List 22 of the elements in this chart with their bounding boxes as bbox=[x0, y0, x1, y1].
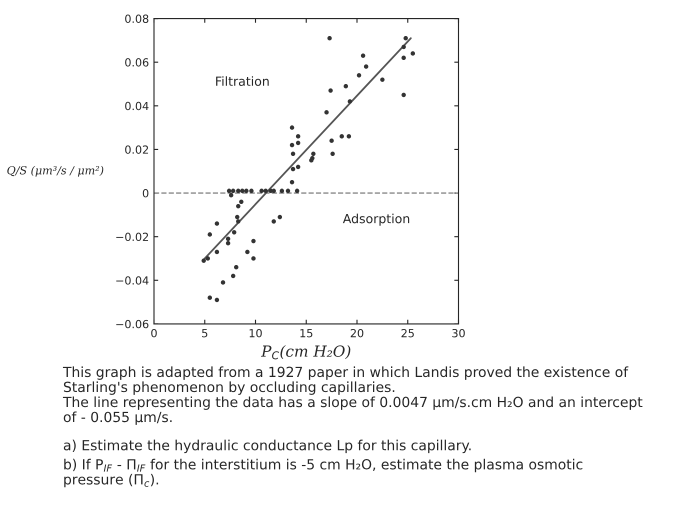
x-tick-label: 10 bbox=[250, 328, 262, 338]
y-tick-label: 0.02 bbox=[125, 145, 148, 154]
text: This graph is adapted from a 1927 paper in which Landis proved the existence of Starling's phenomenon by occluding capillaries. The line representing the data has a slope of 0.0047 μm/s.cm H₂O and an intercept of - 0.055 μm/s. bbox=[62, 366, 642, 425]
annotation: Adsorption bbox=[342, 214, 410, 226]
text: b) If P$_{IF}$ - Π$_{IF}$ for the interstitium is -5 cm H₂O, estimate the plasma osmotic pressure (Π$_{c}$). bbox=[64, 458, 582, 488]
annotation: Filtration bbox=[216, 76, 269, 86]
y-tick-label: 0.06 bbox=[125, 58, 148, 67]
y-tick-label: −0.02 bbox=[116, 232, 148, 242]
x-axis-title: P$_{C}$(cm H₂O) bbox=[260, 345, 350, 360]
y-tick-label: 0.08 bbox=[125, 14, 148, 23]
x-tick-label: 5 bbox=[202, 329, 208, 338]
y-tick-label: −0.04 bbox=[116, 276, 149, 285]
y-axis-title: Q/S (μm³/s / μm²) bbox=[7, 166, 104, 177]
x-tick-label: 25 bbox=[401, 328, 414, 338]
y-tick-label: 0.04 bbox=[125, 102, 149, 110]
x-tick-label: 15 bbox=[300, 329, 312, 338]
x-tick-label: 20 bbox=[350, 328, 364, 338]
text: a) Estimate the hydraulic conductance Lp for this capillary. bbox=[64, 440, 471, 454]
x-tick-label: 30 bbox=[452, 328, 465, 338]
x-tick-label: 0 bbox=[151, 328, 157, 338]
y-tick-label: 0 bbox=[142, 189, 148, 198]
y-tick-label: −0.06 bbox=[116, 320, 148, 328]
